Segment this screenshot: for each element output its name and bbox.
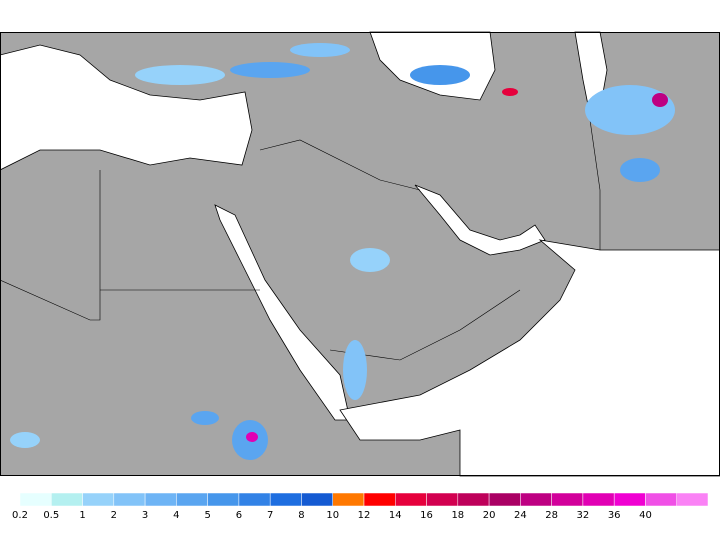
colorbar-label: 18 xyxy=(451,510,464,521)
colorbar-box xyxy=(613,492,646,507)
mediterranean-sea xyxy=(0,44,253,171)
colorbar-box xyxy=(551,492,584,507)
colorbar-label: 40 xyxy=(639,510,652,521)
colorbar-label: 10 xyxy=(326,510,339,521)
precip-area xyxy=(652,93,668,107)
precip-area xyxy=(502,88,518,96)
colorbar-box xyxy=(144,492,177,507)
colorbar-label: 4 xyxy=(173,510,179,521)
colorbar-label: 16 xyxy=(420,510,433,521)
colorbar-box xyxy=(676,492,709,507)
precipitation xyxy=(10,43,675,460)
map xyxy=(0,31,720,477)
colorbar-label: 12 xyxy=(358,510,371,521)
precip-area xyxy=(290,43,350,57)
precip-area xyxy=(350,248,390,272)
colorbar-label: 5 xyxy=(204,510,210,521)
precip-area xyxy=(246,432,258,442)
colorbar-label: 28 xyxy=(545,510,558,521)
colorbar-label: 7 xyxy=(267,510,273,521)
border xyxy=(0,170,101,321)
colorbar-label: 0.5 xyxy=(43,510,59,521)
colorbar-box xyxy=(582,492,615,507)
precip-area xyxy=(620,158,660,182)
colorbar-label: 1 xyxy=(79,510,85,521)
precip-area xyxy=(191,411,219,425)
colorbar-box xyxy=(207,492,240,507)
precip-area xyxy=(10,432,40,448)
colorbar-box xyxy=(113,492,146,507)
colorbar-label: 14 xyxy=(389,510,402,521)
colorbar-box xyxy=(176,492,208,507)
colorbar-box xyxy=(301,492,333,507)
colorbar-label: 6 xyxy=(236,510,242,521)
persian-gulf xyxy=(414,184,546,256)
precip-area xyxy=(410,65,470,85)
colorbar-box xyxy=(395,492,427,507)
colorbar-label: 2 xyxy=(111,510,117,521)
colorbar-box xyxy=(520,492,552,507)
precip-area xyxy=(230,62,310,78)
colorbar-label: 8 xyxy=(298,510,304,521)
colorbar-box xyxy=(51,492,83,507)
border xyxy=(589,119,601,250)
border xyxy=(259,139,421,191)
colorbar-box xyxy=(19,492,52,507)
colorbar-box xyxy=(363,492,396,507)
colorbar-label: 24 xyxy=(514,510,527,521)
colorbar-box xyxy=(488,492,521,507)
colorbar-label: 3 xyxy=(142,510,148,521)
precip-area xyxy=(343,340,367,400)
colorbar-label: 36 xyxy=(608,510,621,521)
red-sea xyxy=(214,204,351,421)
colorbar-box xyxy=(457,492,490,507)
colorbar-box xyxy=(426,492,459,507)
colorbar-box xyxy=(238,492,271,507)
colorbar-box xyxy=(269,492,302,507)
precip-area xyxy=(135,65,225,85)
colorbar: 0.2 0.5 1 2 3 4 5 6 7 8 10 12 14 16 18 20 24 28 32 36 40 xyxy=(12,492,709,521)
colorbar-label: 0.2 xyxy=(12,510,28,521)
colorbar-box xyxy=(645,492,677,507)
colorbar-box xyxy=(332,492,365,507)
precip-area xyxy=(585,85,675,135)
colorbar-box xyxy=(82,492,115,507)
colorbar-label: 20 xyxy=(483,510,496,521)
colorbar-label: 32 xyxy=(577,510,590,521)
